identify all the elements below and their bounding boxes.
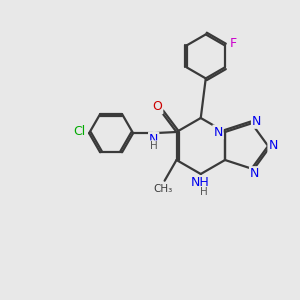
Text: H: H xyxy=(150,141,158,151)
Text: O: O xyxy=(152,100,162,113)
Text: N: N xyxy=(268,140,278,152)
Text: Cl: Cl xyxy=(73,125,85,138)
Text: N: N xyxy=(250,167,259,180)
Text: F: F xyxy=(230,37,237,50)
Text: CH₃: CH₃ xyxy=(153,184,172,194)
Text: NH: NH xyxy=(190,176,209,190)
Text: N: N xyxy=(149,133,158,146)
Text: H: H xyxy=(200,187,208,197)
Text: N: N xyxy=(252,115,261,128)
Text: N: N xyxy=(213,125,223,139)
